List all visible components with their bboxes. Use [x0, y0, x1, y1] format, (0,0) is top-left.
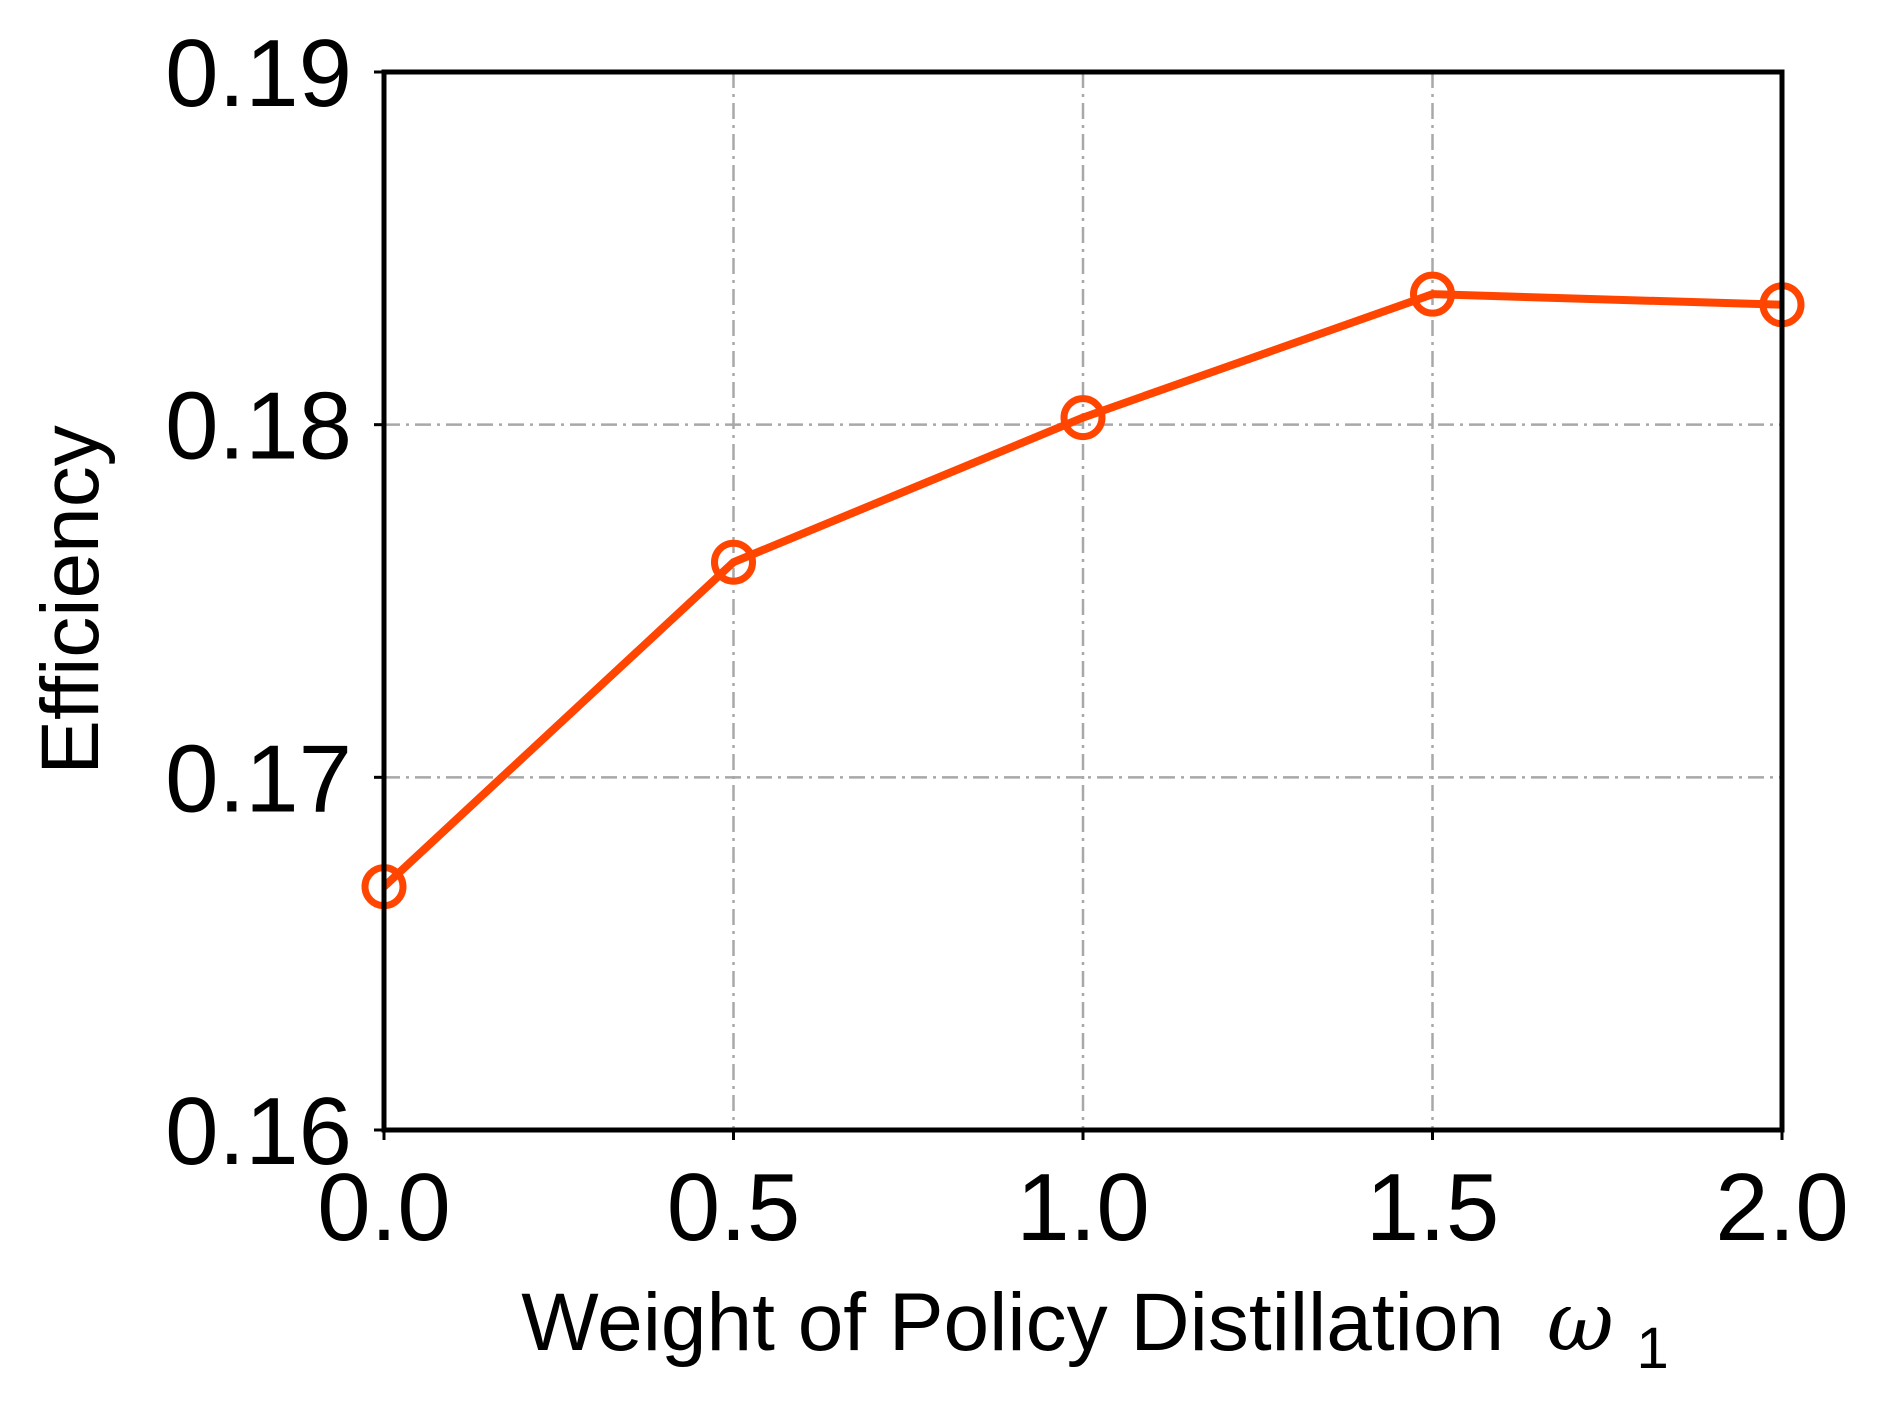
- x-tick-label: 0.5: [667, 1154, 800, 1261]
- tick-labels: 0.0 0.5 1.0 1.5 2.0 0.16 0.17 0.18 0.19: [165, 20, 1849, 1261]
- x-axis-title-subscript: 1: [1637, 1316, 1669, 1381]
- y-tick-label: 0.17: [165, 725, 352, 832]
- grid: [384, 72, 1782, 1130]
- data-point: [1410, 271, 1455, 317]
- y-tick-label: 0.19: [165, 20, 352, 127]
- x-axis-title-symbol: ω: [1547, 1275, 1614, 1370]
- series-line: [381, 290, 1783, 890]
- x-axis-title-text: Weight of Policy Distillation: [521, 1277, 1504, 1368]
- data-point: [711, 539, 756, 585]
- x-tick-label: 0.0: [317, 1154, 450, 1261]
- x-axis-title: Weight of Policy Distillation ω 1: [521, 1275, 1669, 1381]
- y-tick-label: 0.16: [165, 1078, 352, 1185]
- x-tick-label: 1.0: [1016, 1154, 1149, 1261]
- y-tick-label: 0.18: [165, 373, 352, 480]
- x-tick-label: 2.0: [1715, 1154, 1848, 1261]
- y-axis-title: Efficiency: [25, 425, 116, 774]
- ticks: [374, 70, 1784, 1140]
- x-tick-label: 1.5: [1366, 1154, 1499, 1261]
- data-point: [1060, 395, 1106, 441]
